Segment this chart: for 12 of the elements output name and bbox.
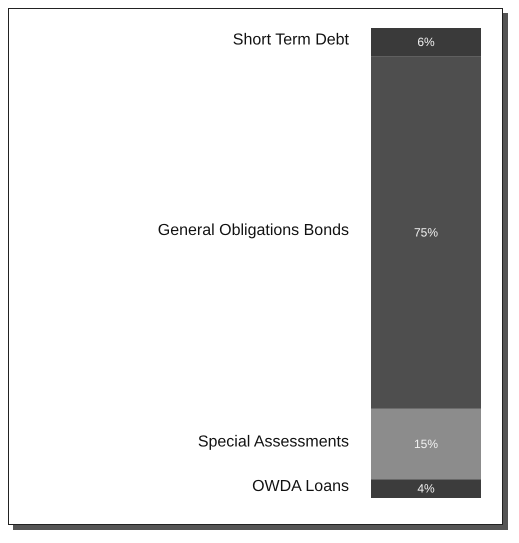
bar xyxy=(371,408,481,480)
data-label: 15% xyxy=(414,436,438,451)
data-label: 6% xyxy=(417,35,435,50)
series-label: General Obligations Bonds xyxy=(158,222,349,239)
bar xyxy=(371,479,481,498)
series-label: Special Assessments xyxy=(198,433,349,450)
bar xyxy=(371,28,481,56)
data-label: 4% xyxy=(417,482,435,496)
data-label: 75% xyxy=(414,225,438,240)
series-label: Short Term Debt xyxy=(232,32,350,49)
bar xyxy=(371,56,481,409)
series-label: OWDA Loans xyxy=(252,478,349,496)
